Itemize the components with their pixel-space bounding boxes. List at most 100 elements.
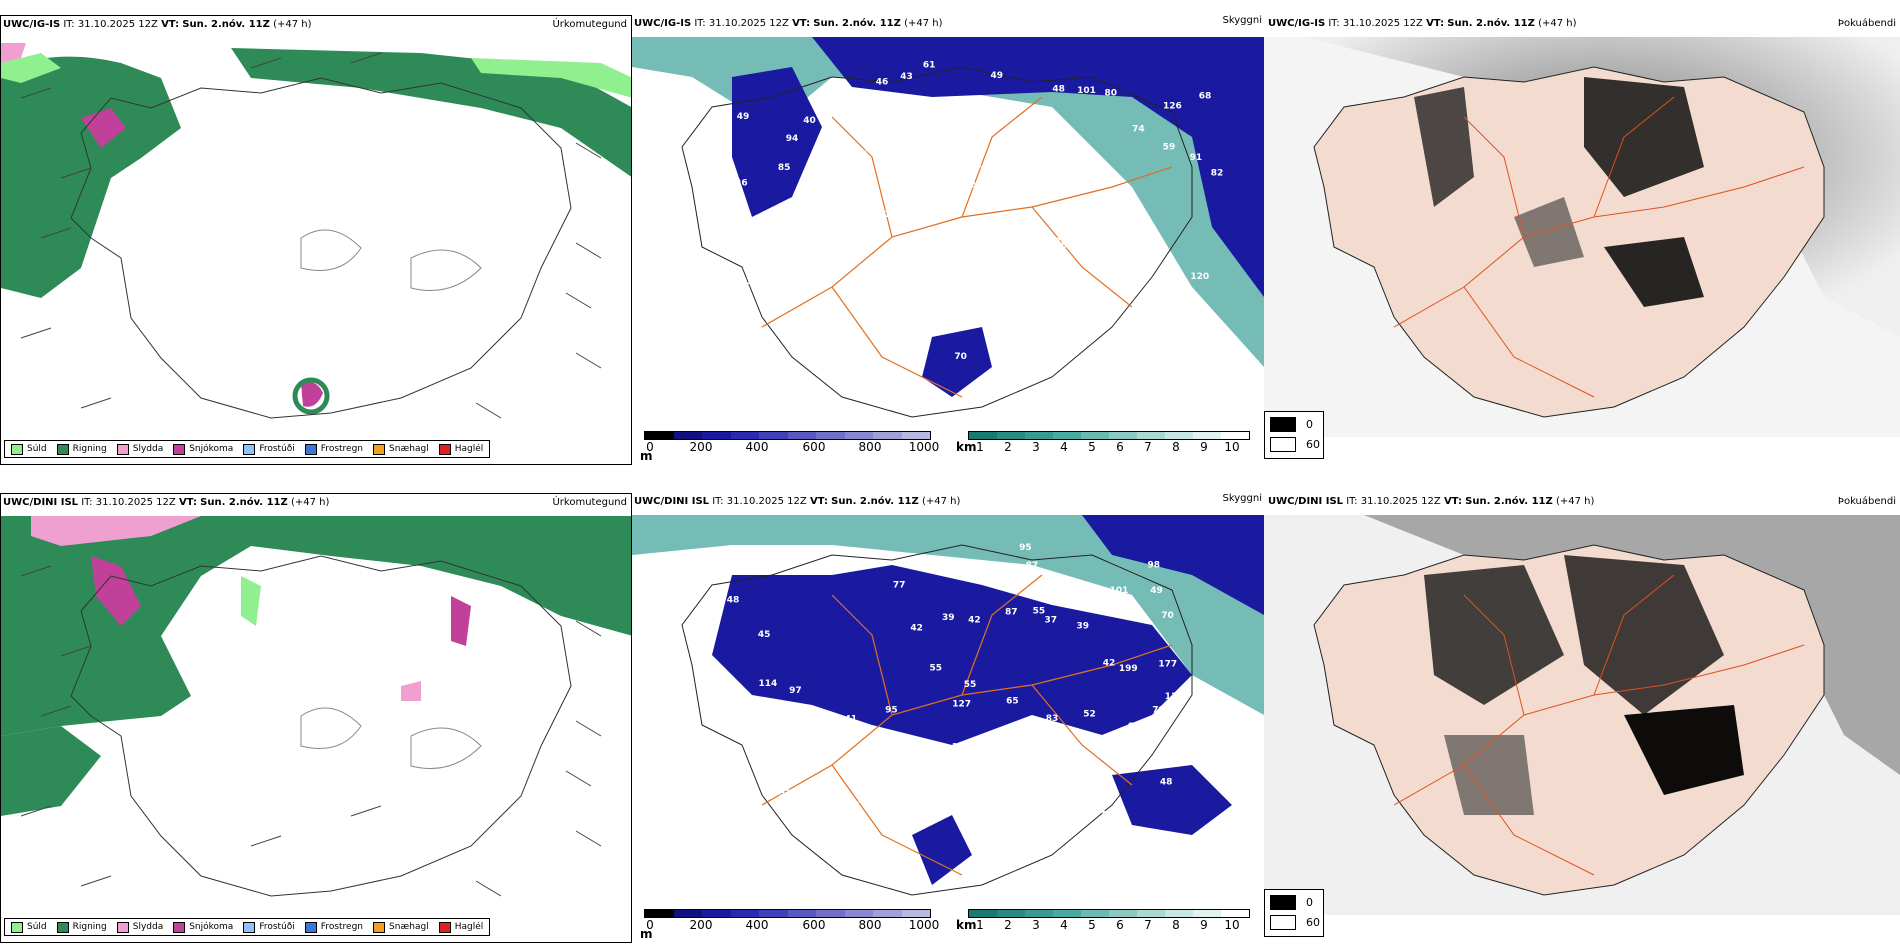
cloudbase-label: 142 — [952, 742, 971, 752]
fog-legend: 0 60 — [1264, 889, 1324, 937]
cloudbase-label: 49 — [1150, 586, 1163, 596]
cloudbase-label: 37 — [1045, 616, 1058, 626]
precip-legend: Súld Rigning Slydda Snjókoma Frostúði Fr… — [4, 440, 491, 458]
cloudbase-label: 115 — [1165, 692, 1184, 702]
panel-header: UWC/DINI ISL IT: 31.10.2025 12Z VT: Sun.… — [3, 497, 330, 508]
cloudbase-label: 53 — [900, 177, 913, 187]
cloudbase-label: 80 — [1105, 89, 1118, 99]
variable-title: Þokuábendi — [1837, 496, 1896, 507]
cloudbase-label: 42 — [910, 624, 923, 634]
cloudbase-label: 77 — [1023, 266, 1036, 276]
legend-item: Haglél — [438, 443, 483, 455]
cloudbase-label: 80 — [872, 739, 885, 749]
cloudbase-label: 116 — [884, 210, 903, 220]
precip-legend: Súld Rigning Slydda Snjókoma Frostúði Fr… — [4, 918, 491, 936]
cloudbase-label: 42 — [1103, 659, 1116, 669]
visibility-colorbar: km 1 2 3 4 5 6 7 8 9 10 — [950, 909, 1250, 935]
precip-shading — [1, 516, 631, 816]
visibility-panel-row2: UWC/DINI ISL IT: 31.10.2025 12Z VT: Sun.… — [632, 493, 1264, 943]
iceland-outline — [681, 544, 1193, 896]
cloudbase-label: 57 — [1102, 811, 1115, 821]
cloudbase-label: 80 — [945, 294, 958, 304]
cloudbase-label: 177 — [1158, 659, 1177, 669]
legend-item: Snjókoma — [173, 443, 233, 455]
cloudbase-label: 12 — [807, 275, 820, 285]
cloudbase-label: 83 — [1046, 714, 1059, 724]
cloudbase-label: 94 — [786, 134, 799, 144]
cloudbase-label: 10 — [805, 332, 818, 342]
variable-title: Skyggni — [1222, 493, 1262, 504]
cloudbase-label: 75 — [754, 356, 767, 366]
cloudbase-label: 51 — [869, 768, 882, 778]
cloudbase-label: 85 — [778, 163, 791, 173]
cloudbase-label: 81 — [786, 294, 799, 304]
cloudbase-label: 74 — [755, 341, 768, 351]
cloudbase-label: 47 — [1211, 739, 1224, 749]
cloudbase-label: 87 — [1005, 608, 1018, 618]
legend-item: Frostregn — [304, 921, 363, 933]
legend-item: Slydda — [116, 443, 163, 455]
variable-title: Úrkomutegund — [552, 497, 627, 508]
precip-map — [1, 43, 631, 419]
cloudbase-label: 96 — [749, 802, 762, 812]
cloudbase-label: 48 — [727, 596, 740, 606]
cloudbase-label: 135 — [790, 310, 809, 320]
fog-panel-row2: UWC/DINI ISL IT: 31.10.2025 12Z VT: Sun.… — [1264, 493, 1900, 943]
cloudbase-label: 58 — [752, 345, 765, 355]
cloudbase-label: 47 — [1132, 833, 1145, 843]
visibility-map: 47 81 47 48 48 45 51 41 39 39 37 57 51 77 65 70 52 55 54 96… — [632, 515, 1264, 915]
cloudbase-label: 65 — [1006, 697, 1019, 707]
cloudbase-label: 43 — [900, 72, 913, 82]
cloudbase-label: 105 — [971, 747, 990, 757]
cloudbase-label: 35 — [980, 166, 993, 176]
visibility-panel-row1: UWC/IG-IS IT: 31.10.2025 12Z VT: Sun. 2.… — [632, 15, 1264, 465]
cloudbase-label: 71 — [834, 152, 847, 162]
cloudbase-label: 41 — [845, 715, 858, 725]
cloudbase-label: 70 — [734, 753, 747, 763]
cloudbase-label: 104 — [849, 150, 868, 160]
cloudbase-label: 85 — [731, 283, 744, 293]
cloudbase-label: 62 — [1061, 241, 1074, 251]
legend-item: Haglél — [438, 921, 483, 933]
cloudbase-label: 13 — [903, 307, 916, 317]
cloudbase-label: 61 — [923, 61, 936, 71]
precip-shading — [1, 43, 631, 415]
cloudbase-label: 59 — [1163, 143, 1176, 153]
cloudbase-label: 224 — [915, 169, 934, 179]
cloudbase-label: 45 — [758, 630, 771, 640]
precip-map — [1, 516, 631, 897]
cloudbase-label: 92 — [1015, 129, 1028, 139]
cloudbase-label: 55 — [1033, 606, 1046, 616]
panel-header: UWC/IG-IS IT: 31.10.2025 12Z VT: Sun. 2.… — [3, 19, 312, 30]
cloudbase-label: 52 — [1083, 709, 1096, 719]
legend-item: Súld — [11, 921, 47, 933]
panel-header: UWC/IG-IS IT: 31.10.2025 12Z VT: Sun. 2.… — [634, 18, 943, 29]
cloudbase-numbers: 47 81 47 48 48 45 51 41 39 39 37 57 51 77 65 70 52 55 54 96… — [709, 543, 1224, 845]
cloudbase-label: 68 — [1199, 91, 1212, 101]
cloudbase-label: 68 — [898, 115, 911, 125]
cloudbase-label: 98 — [853, 755, 866, 765]
cloudbase-label: 77 — [893, 581, 906, 591]
cloudbase-label: 95 — [1019, 543, 1032, 553]
cloudbase-label: 55 — [1024, 738, 1037, 748]
cloudbase-label: 98 — [1148, 561, 1161, 571]
panel-header: UWC/IG-IS IT: 31.10.2025 12Z VT: Sun. 2.… — [1268, 18, 1577, 29]
cloudbase-label: 78 — [911, 116, 924, 126]
cloudbase-label: 101 — [1110, 586, 1129, 596]
cloudbase-label: 70 — [954, 352, 967, 362]
legend-item: Frostúði — [243, 921, 295, 933]
cloudbase-label: 85 — [1128, 722, 1141, 732]
cloudbase-label: 91 — [1190, 153, 1203, 163]
cloudbase-label: 34 — [1020, 239, 1033, 249]
cloudbase-label: 33 — [811, 192, 824, 202]
cloudbase-label: 81 — [777, 704, 790, 714]
panel-header: UWC/DINI ISL IT: 31.10.2025 12Z VT: Sun.… — [1268, 496, 1595, 507]
cloudbase-label: 49 — [991, 71, 1004, 81]
visibility-colorbar: km 1 2 3 4 5 6 7 8 9 10 — [950, 431, 1250, 457]
cloudbase-label: 126 — [729, 178, 748, 188]
cloudbase-label: 110 — [707, 323, 726, 333]
cloudbase-label: 74 — [1132, 124, 1145, 134]
cloudbase-label: 100 — [972, 186, 991, 196]
cloudbase-label: 32 — [894, 194, 907, 204]
cloudbase-colorbar: m 0 200 400 600 800 1000 — [634, 909, 939, 941]
